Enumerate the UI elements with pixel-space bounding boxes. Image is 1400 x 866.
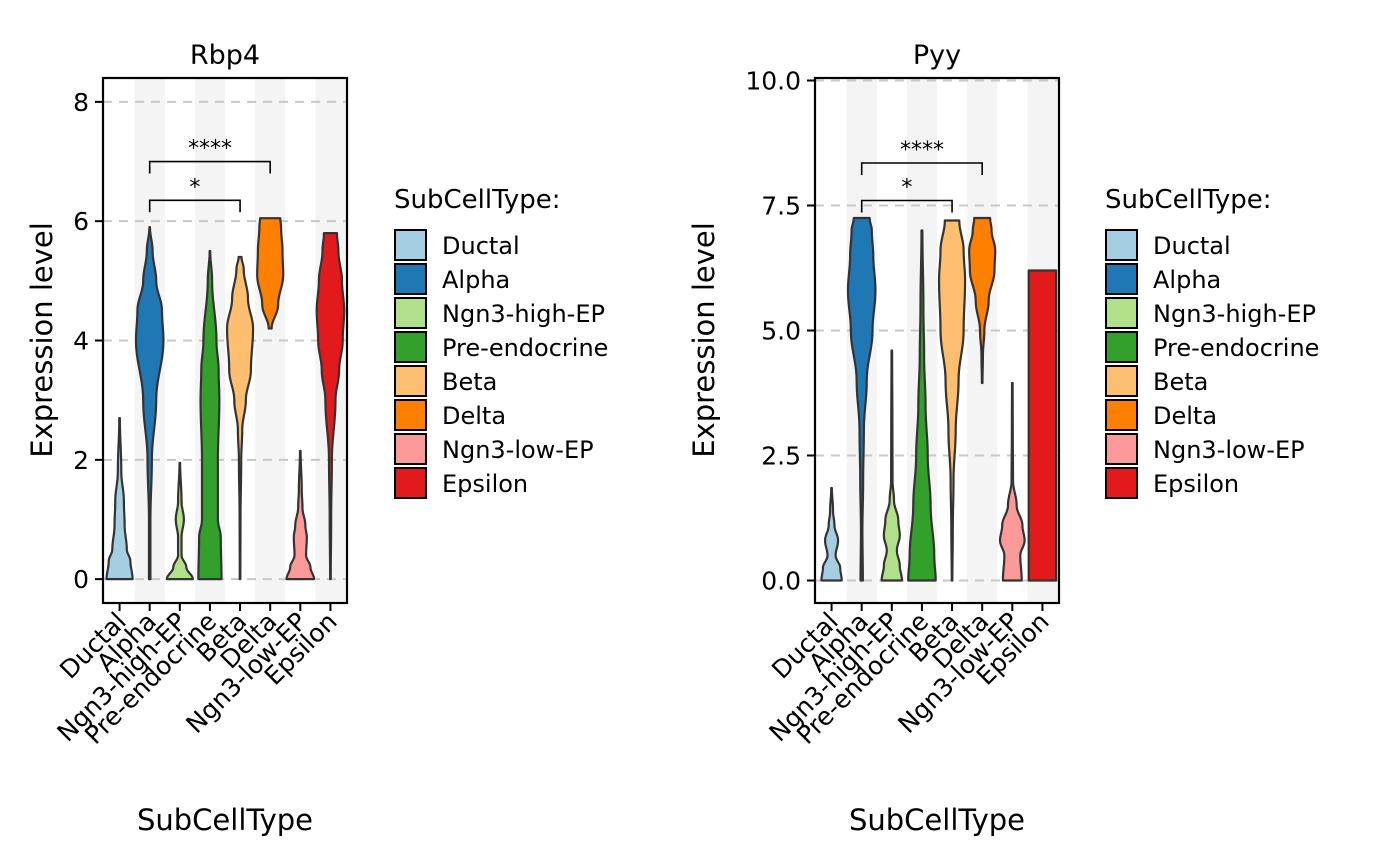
y-tick-label: 2.5 <box>761 442 801 471</box>
legend-label: Epsilon <box>1153 470 1239 498</box>
legend-swatch <box>394 297 427 329</box>
y-axis: 0.0 2.5 5.0 7.5 10.0 <box>745 67 815 596</box>
legend-label: Ngn3-high-EP <box>1153 300 1316 328</box>
legend-title: SubCellType: <box>394 185 561 215</box>
legend-entries: Ductal Alpha Ngn3-high-EP Pre-endocrine Beta… <box>1105 229 1319 499</box>
y-tick-label: 4 <box>73 327 89 356</box>
violins <box>105 217 346 581</box>
y-axis: 0 2 4 6 8 <box>73 88 103 594</box>
violin-ngn3-low-ep <box>285 449 316 581</box>
panel-pyy: Pyy ***** 0.02.55.07.510.0 DuctalAlphaNg… <box>687 40 1061 837</box>
y-tick-label: 8 <box>73 88 89 117</box>
x-axis: DuctalAlphaNgn3-high-EPPre-endocrineBeta… <box>52 603 343 750</box>
legend-label: Ngn3-low-EP <box>442 436 594 464</box>
y-tick-label: 5.0 <box>761 317 801 346</box>
violin-delta <box>256 217 285 330</box>
violin-ngn3-low-ep <box>998 381 1026 582</box>
violin-alpha <box>846 216 877 582</box>
legend-label: Ductal <box>442 232 520 260</box>
x-axis: DuctalAlphaNgn3-high-EPPre-endocrineBeta… <box>764 603 1055 750</box>
y-tick-label: 2 <box>73 446 89 475</box>
legend-title: SubCellType: <box>1105 185 1272 215</box>
legend-label: Ductal <box>1153 232 1231 260</box>
x-axis-label: SubCellType <box>137 803 313 837</box>
legend-swatch <box>394 467 427 499</box>
legend-label: Delta <box>442 402 506 430</box>
legend-swatch <box>394 229 427 261</box>
legend-label: Beta <box>1153 368 1208 396</box>
legend-label: Epsilon <box>442 470 528 498</box>
violin-ngn3-high-ep <box>880 349 904 582</box>
legend-swatch <box>394 365 427 397</box>
legend-entries: Ductal Alpha Ngn3-high-EP Pre-endocrine Beta… <box>394 229 608 499</box>
violin-ngn3-high-ep <box>165 461 194 581</box>
violin-beta <box>937 219 967 582</box>
legend-label: Pre-endocrine <box>1153 334 1319 362</box>
legend-swatch <box>1105 263 1138 295</box>
violin-alpha <box>134 226 165 581</box>
y-tick-label: 6 <box>73 207 89 236</box>
legend-swatch <box>394 399 427 431</box>
legend-label: Alpha <box>442 266 510 294</box>
violin-epsilon <box>1027 269 1058 582</box>
y-tick-label: 0.0 <box>761 567 801 596</box>
significance-bracket <box>860 199 953 213</box>
legend-swatch <box>1105 433 1138 465</box>
significance-brackets: ***** <box>860 138 983 213</box>
legend-swatch <box>1105 365 1138 397</box>
significance-brackets: ***** <box>148 137 271 213</box>
legend-swatch <box>1105 297 1138 329</box>
legend-label: Ngn3-low-EP <box>1153 436 1305 464</box>
legend-swatch <box>394 433 427 465</box>
y-tick-label: 0 <box>73 565 89 594</box>
violins <box>820 216 1058 582</box>
significance-label: **** <box>188 137 232 162</box>
legend-label: Beta <box>442 368 497 396</box>
violin-pre-endocrine <box>197 249 223 581</box>
plot-frame <box>813 76 1061 605</box>
y-axis-label: Expression level <box>687 222 721 458</box>
y-tick-label: 10.0 <box>745 67 801 96</box>
significance-label: * <box>901 176 912 201</box>
violin-beta <box>225 255 255 581</box>
legend-swatch <box>394 331 427 363</box>
panel-title: Rbp4 <box>190 40 260 71</box>
legend-swatch <box>1105 467 1138 499</box>
violin-ductal <box>105 416 134 581</box>
legend-label: Alpha <box>1153 266 1221 294</box>
significance-bracket <box>148 199 241 213</box>
legend-label: Ngn3-high-EP <box>442 300 605 328</box>
legend-swatch <box>1105 331 1138 363</box>
significance-bracket <box>148 160 271 174</box>
violin-epsilon <box>315 232 346 581</box>
significance-bracket <box>860 162 983 175</box>
legend-rbp4: SubCellType: Ductal Alpha Ngn3-high-EP Pre-… <box>394 185 608 499</box>
violin-pre-endocrine <box>907 229 937 582</box>
violin-ductal <box>820 486 843 582</box>
legend-pyy: SubCellType: Ductal Alpha Ngn3-high-EP Pre-… <box>1105 185 1319 499</box>
significance-label: **** <box>900 138 944 163</box>
y-axis-label: Expression level <box>25 222 59 458</box>
legend-swatch <box>1105 399 1138 431</box>
legend-swatch <box>394 263 427 295</box>
violin-delta <box>968 216 997 385</box>
significance-label: * <box>189 175 200 200</box>
legend-label: Delta <box>1153 402 1217 430</box>
panel-title: Pyy <box>913 40 961 71</box>
legend-label: Pre-endocrine <box>442 334 608 362</box>
legend-swatch <box>1105 229 1138 261</box>
y-tick-label: 7.5 <box>761 192 801 221</box>
x-axis-label: SubCellType <box>849 803 1025 837</box>
